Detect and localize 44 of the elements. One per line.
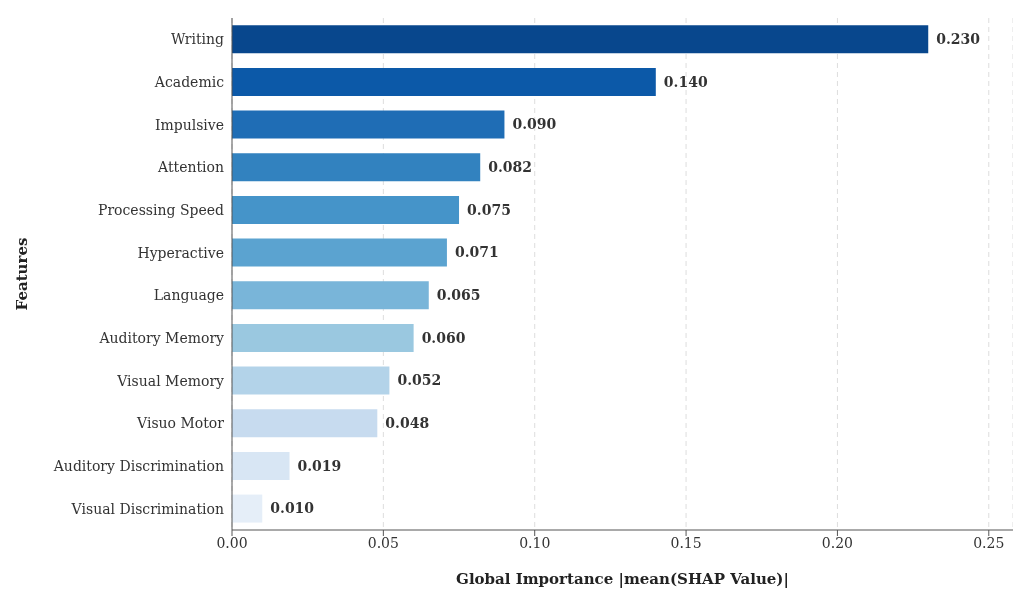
- data-label: 0.060: [421, 329, 466, 346]
- y-tick-label: Visuo Motor: [136, 415, 225, 432]
- x-tick-label: 0.05: [367, 534, 399, 551]
- bar: [232, 195, 460, 224]
- y-tick-label: Attention: [157, 159, 224, 176]
- data-label: 0.052: [397, 372, 442, 389]
- bar: [232, 238, 447, 267]
- data-label: 0.010: [270, 500, 315, 517]
- data-label: 0.230: [936, 31, 981, 48]
- y-tick-label: Visual Memory: [116, 372, 225, 389]
- x-axis-title: Global Importance |mean(SHAP Value)|: [456, 570, 789, 588]
- x-tick-label: 0.20: [821, 534, 854, 551]
- y-axis-title: Features: [13, 237, 32, 311]
- x-tick-label: 0.10: [519, 534, 551, 551]
- y-tick-label: Visual Discrimination: [70, 500, 224, 517]
- x-tick-label: 0.00: [216, 534, 248, 551]
- bar: [232, 110, 505, 139]
- bar: [232, 323, 414, 352]
- data-label: 0.082: [488, 159, 533, 176]
- bar: [232, 67, 656, 96]
- data-label: 0.019: [297, 457, 342, 474]
- bar: [232, 281, 429, 310]
- bar: [232, 366, 390, 395]
- x-tick-label: 0.25: [973, 534, 1005, 551]
- y-tick-label: Writing: [170, 31, 225, 48]
- y-tick-label: Academic: [153, 73, 225, 90]
- data-label: 0.140: [663, 73, 708, 90]
- data-label: 0.065: [436, 287, 481, 304]
- bar: [232, 153, 481, 182]
- data-label: 0.090: [512, 116, 557, 133]
- bar: [232, 25, 929, 54]
- x-tick-label: 0.15: [670, 534, 702, 551]
- y-tick-label: Hyperactive: [137, 244, 224, 261]
- y-tick-label: Auditory Memory: [98, 329, 225, 346]
- data-label: 0.075: [467, 201, 511, 218]
- y-tick-label: Impulsive: [154, 116, 224, 133]
- bar: [232, 409, 378, 438]
- y-tick-label: Processing Speed: [97, 201, 225, 218]
- y-tick-label: Auditory Discrimination: [52, 457, 224, 474]
- data-label: 0.071: [454, 244, 499, 261]
- bar: [232, 494, 263, 523]
- y-tick-label: Language: [153, 287, 224, 304]
- bar: [232, 451, 290, 480]
- data-label: 0.048: [385, 415, 430, 432]
